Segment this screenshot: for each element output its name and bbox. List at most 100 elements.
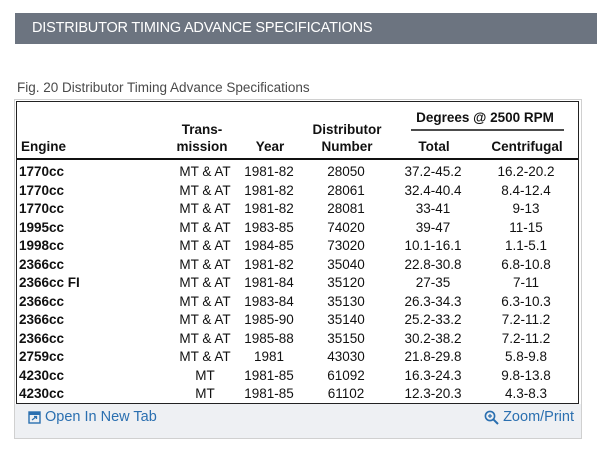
cell-engine: 1995cc bbox=[19, 219, 65, 235]
cell-engine: 2366cc bbox=[19, 293, 65, 309]
cell-year: 1981-82 bbox=[244, 164, 294, 179]
cell-distributor-number: 61102 bbox=[327, 386, 365, 401]
figure-toolbar bbox=[15, 404, 581, 438]
cell-distributor-number: 35130 bbox=[327, 293, 365, 309]
cell-centrifugal: 5.8-9.8 bbox=[504, 349, 548, 364]
cell-engine: 2366cc bbox=[19, 312, 65, 327]
cell-engine: 2366cc FI bbox=[19, 275, 80, 290]
cell-transmission: MT & AT bbox=[179, 238, 231, 253]
cell-transmission: MT & AT bbox=[179, 330, 231, 346]
open-in-new-tab-link[interactable]: Open In New Tab bbox=[28, 409, 157, 425]
cell-transmission: MT & AT bbox=[179, 293, 231, 309]
cell-centrifugal: 16.2-20.2 bbox=[497, 164, 555, 179]
spec-table: Degrees @ 2500 RPM Engine Trans- mission… bbox=[16, 101, 579, 404]
cell-engine: 4230cc bbox=[19, 367, 65, 383]
cell-year: 1983-85 bbox=[244, 219, 294, 235]
zoom-print-label: Zoom/Print bbox=[503, 409, 574, 425]
cell-distributor-number: 35040 bbox=[327, 256, 365, 272]
open-in-new-tab-label: Open In New Tab bbox=[45, 409, 157, 425]
cell-centrifugal: 11-15 bbox=[509, 219, 543, 235]
cell-year: 1981-85 bbox=[244, 386, 294, 401]
cell-total: 33-41 bbox=[415, 201, 451, 216]
cell-transmission: MT & AT bbox=[179, 219, 231, 235]
cell-centrifugal: 8.4-12.4 bbox=[501, 182, 551, 198]
cell-year: 1981-85 bbox=[244, 367, 294, 383]
cell-year: 1984-85 bbox=[244, 238, 294, 253]
col-header-centrifugal: Centrifugal bbox=[491, 139, 563, 154]
cell-distributor-number: 61092 bbox=[327, 367, 365, 383]
cell-distributor-number: 35140 bbox=[327, 312, 365, 327]
cell-engine: 1770cc bbox=[19, 182, 65, 198]
cell-total: 22.8-30.8 bbox=[404, 256, 462, 272]
cell-engine: 1770cc bbox=[19, 201, 65, 216]
cell-year: 1981-82 bbox=[244, 182, 294, 198]
cell-year: 1981-82 bbox=[244, 201, 294, 216]
cell-total: 16.3-24.3 bbox=[404, 367, 462, 383]
cell-transmission: MT & AT bbox=[179, 275, 231, 290]
col-header-distributor-2: Number bbox=[321, 139, 373, 154]
cell-centrifugal: 1.1-5.1 bbox=[504, 238, 548, 253]
cell-engine: 2366cc bbox=[19, 330, 65, 346]
cell-engine: 2366cc bbox=[19, 256, 65, 272]
cell-year: 1981 bbox=[253, 349, 285, 364]
cell-distributor-number: 73020 bbox=[327, 238, 365, 253]
section-title: DISTRIBUTOR TIMING ADVANCE SPECIFICATION… bbox=[32, 20, 373, 36]
cell-transmission: MT bbox=[195, 367, 215, 383]
cell-total: 27-35 bbox=[415, 275, 451, 290]
group-header-degrees: Degrees @ 2500 RPM bbox=[416, 110, 554, 125]
cell-total: 37.2-45.2 bbox=[404, 164, 462, 179]
col-header-transmission-1: Trans- bbox=[181, 122, 223, 137]
cell-centrifugal: 9.8-13.8 bbox=[501, 367, 551, 383]
cell-distributor-number: 28081 bbox=[327, 201, 365, 216]
cell-year: 1981-84 bbox=[244, 275, 294, 290]
cell-engine: 1998cc bbox=[19, 238, 65, 253]
cell-distributor-number: 43030 bbox=[327, 349, 365, 364]
cell-transmission: MT & AT bbox=[179, 201, 231, 216]
cell-transmission: MT & AT bbox=[179, 256, 231, 272]
cell-total: 32.4-40.4 bbox=[404, 182, 462, 198]
cell-centrifugal: 6.8-10.8 bbox=[501, 256, 551, 272]
open-in-new-tab-icon bbox=[28, 410, 41, 424]
col-header-transmission-2: mission bbox=[176, 139, 228, 154]
cell-centrifugal: 9-13 bbox=[512, 201, 540, 216]
cell-distributor-number: 74020 bbox=[327, 219, 365, 235]
cell-engine: 2759cc bbox=[19, 349, 65, 364]
col-header-engine: Engine bbox=[21, 139, 67, 154]
col-header-distributor-1: Distributor bbox=[312, 122, 382, 137]
col-header-total: Total bbox=[418, 139, 450, 154]
cell-centrifugal: 4.3-8.3 bbox=[504, 386, 548, 401]
section-header: DISTRIBUTOR TIMING ADVANCE SPECIFICATION… bbox=[15, 13, 597, 44]
cell-distributor-number: 28061 bbox=[327, 182, 365, 198]
cell-total: 30.2-38.2 bbox=[404, 330, 462, 346]
cell-year: 1985-88 bbox=[244, 330, 294, 346]
cell-centrifugal: 7-11 bbox=[512, 275, 540, 290]
cell-total: 39-47 bbox=[415, 219, 451, 235]
cell-total: 21.8-29.8 bbox=[404, 349, 462, 364]
table-rules bbox=[17, 129, 578, 160]
cell-total: 12.3-20.3 bbox=[404, 386, 462, 401]
cell-year: 1983-84 bbox=[244, 293, 294, 309]
cell-distributor-number: 28050 bbox=[327, 164, 365, 179]
cell-transmission: MT & AT bbox=[179, 164, 231, 179]
cell-engine: 1770cc bbox=[19, 164, 65, 179]
cell-centrifugal: 7.2-11.2 bbox=[501, 312, 551, 327]
cell-centrifugal: 6.3-10.3 bbox=[501, 293, 551, 309]
figure-frame bbox=[14, 99, 582, 439]
cell-transmission: MT & AT bbox=[179, 312, 231, 327]
cell-engine: 4230cc bbox=[19, 386, 65, 401]
cell-distributor-number: 35150 bbox=[327, 330, 365, 346]
zoom-print-link[interactable]: Zoom/Print bbox=[484, 409, 574, 425]
cell-year: 1981-82 bbox=[244, 256, 294, 272]
cell-transmission: MT & AT bbox=[179, 182, 231, 198]
cell-transmission: MT & AT bbox=[179, 349, 231, 364]
cell-transmission: MT bbox=[195, 386, 215, 401]
cell-centrifugal: 7.2-11.2 bbox=[501, 330, 551, 346]
cell-total: 25.2-33.2 bbox=[404, 312, 462, 327]
col-header-year: Year bbox=[255, 139, 285, 154]
cell-total: 10.1-16.1 bbox=[404, 238, 462, 253]
cell-year: 1985-90 bbox=[244, 312, 294, 327]
magnifier-zoom-icon bbox=[484, 410, 499, 425]
cell-total: 26.3-34.3 bbox=[404, 293, 462, 309]
figure-caption: Fig. 20 Distributor Timing Advance Speci… bbox=[17, 80, 310, 95]
cell-distributor-number: 35120 bbox=[327, 275, 365, 290]
